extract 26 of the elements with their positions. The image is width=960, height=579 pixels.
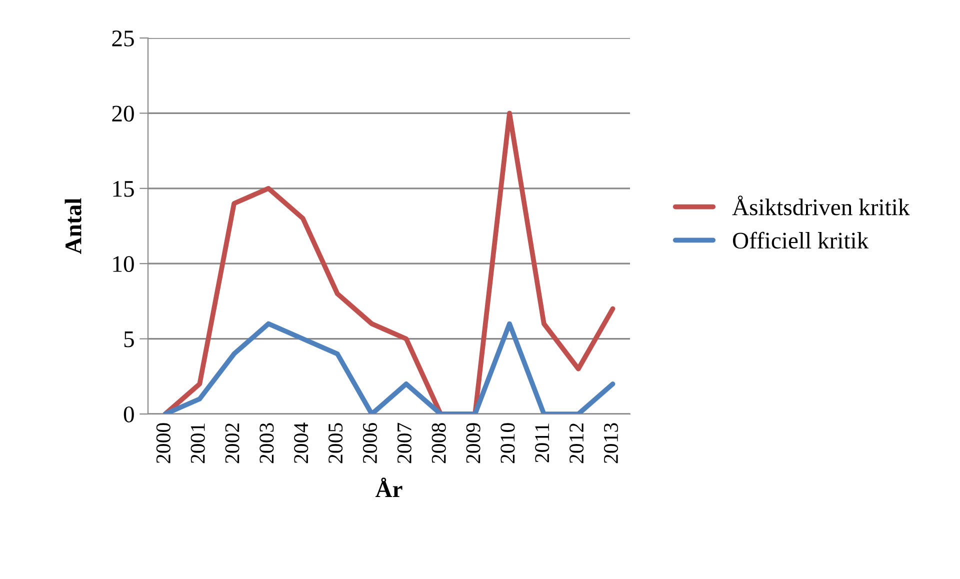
y-tick-label: 20 <box>112 106 134 122</box>
x-tick-label: 2006 <box>362 422 377 464</box>
y-tick-label: 15 <box>113 181 134 197</box>
x-tick-label: 2009 <box>466 423 480 464</box>
y-tick-label: 25 <box>112 30 134 46</box>
y-tick-label: 10 <box>113 256 134 272</box>
x-tick-label: 2013 <box>604 423 618 464</box>
x-tick-label: 2007 <box>397 422 412 464</box>
x-tick-label: 2008 <box>432 423 446 464</box>
legend-label: Officiell kritik <box>732 232 869 249</box>
x-tick-label: 2000 <box>156 423 170 464</box>
x-tick-label: 2012 <box>570 423 584 464</box>
line-series <box>162 110 616 414</box>
y-axis-title: Antal <box>64 198 82 254</box>
x-tick-label: 2004 <box>294 422 308 464</box>
x-tick-label: 2010 <box>500 423 515 464</box>
line-series <box>162 321 616 414</box>
x-axis-title: År <box>375 478 402 498</box>
legend-label: Åsiktsdriven kritik <box>732 196 910 216</box>
x-tick-label: 2001 <box>190 424 205 464</box>
y-tick-label: 5 <box>124 332 134 348</box>
x-tick-label: 2005 <box>328 423 343 464</box>
x-tick-label: 2002 <box>225 423 240 464</box>
y-tick-label: 0 <box>124 406 134 422</box>
x-tick-label: 2003 <box>260 423 274 464</box>
x-tick-label: 2011 <box>535 424 550 462</box>
